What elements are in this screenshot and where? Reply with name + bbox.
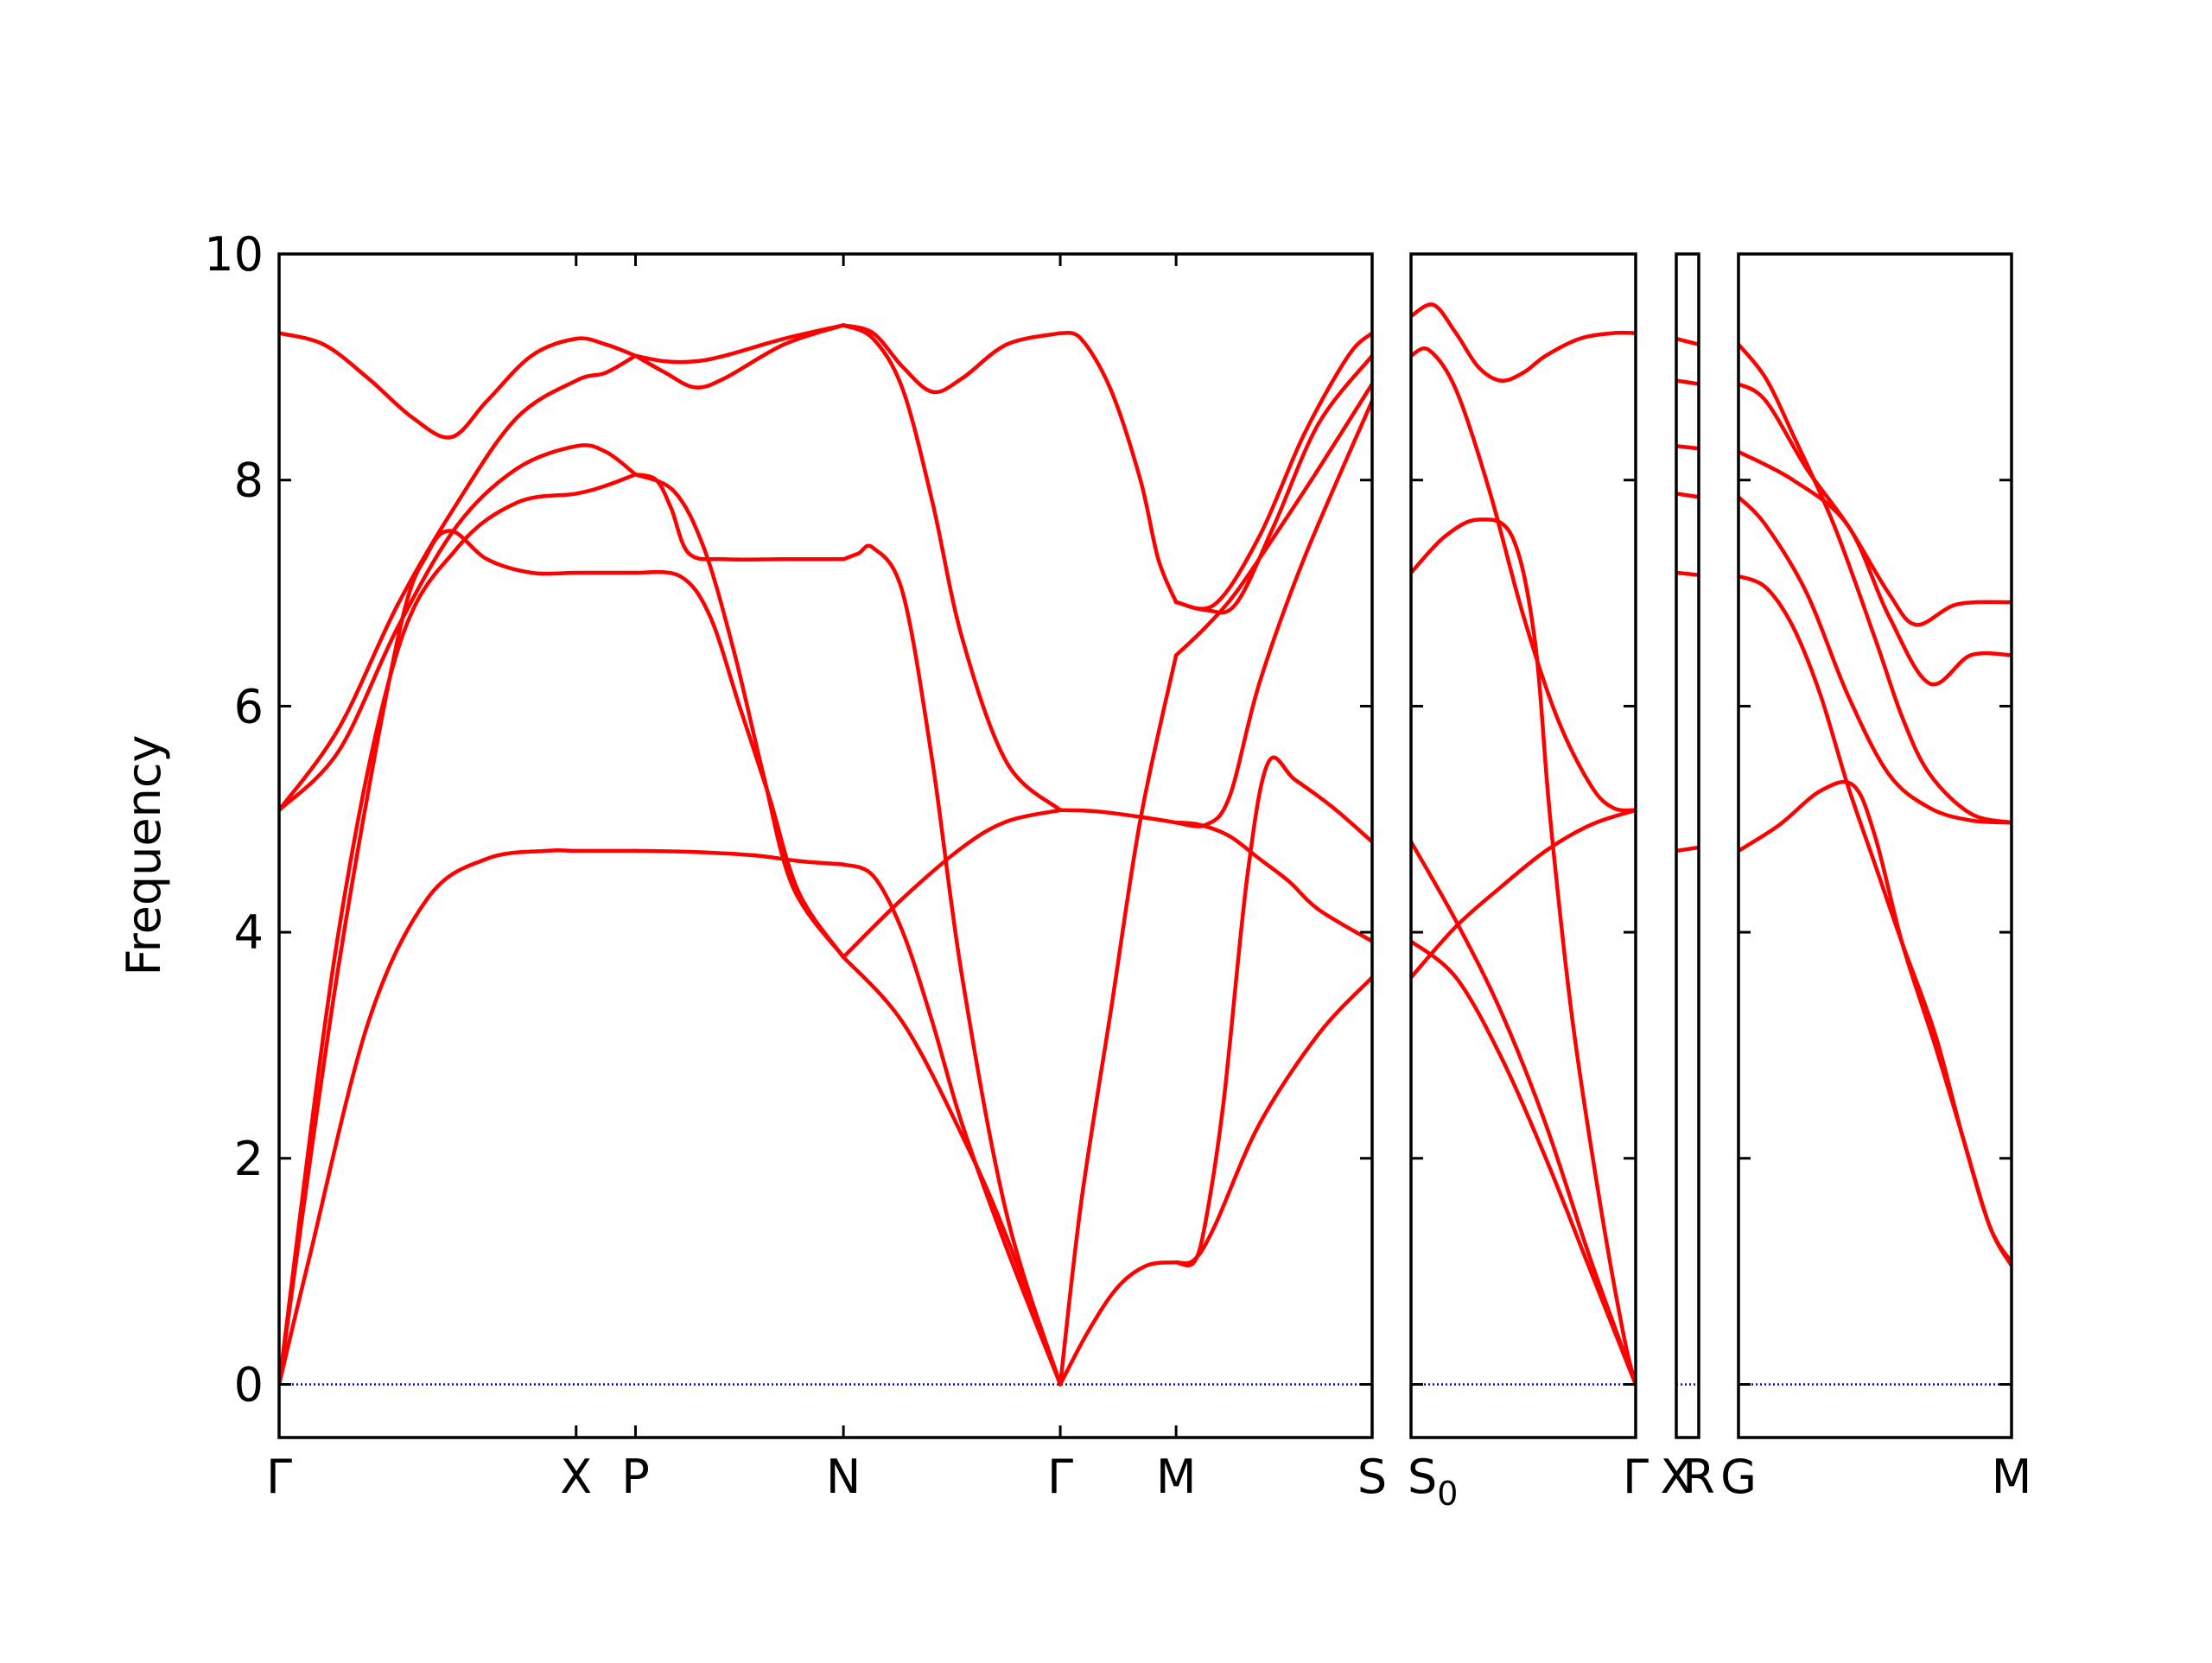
band-line	[1411, 302, 1636, 383]
band-line	[1738, 779, 2012, 1268]
band-line	[1676, 444, 1699, 451]
band-line	[1738, 449, 2012, 687]
x-tick-label: X	[1661, 1450, 1693, 1504]
y-tick-label: 10	[204, 227, 264, 282]
band-line	[1676, 845, 1699, 854]
x-tick-label: M	[1992, 1450, 2032, 1504]
band-line	[1411, 939, 1636, 1387]
x-tick-label-text: X	[1661, 1450, 1693, 1504]
band-line	[279, 443, 638, 813]
band-line	[279, 353, 638, 813]
x-tick-label: S	[1357, 1450, 1387, 1504]
band-line	[1058, 653, 1179, 1387]
x-tick-label-text: P	[621, 1450, 650, 1504]
x-tick-label-text: Γ	[1047, 1450, 1073, 1504]
band-line	[1738, 342, 2012, 825]
axes-frame	[1675, 252, 1700, 1439]
band-line	[1676, 570, 1699, 577]
band-group	[1738, 342, 2012, 1268]
x-tick-label-text: M	[1992, 1450, 2032, 1504]
band-line	[1173, 331, 1372, 611]
x-tick-label-subscript: 0	[1437, 1475, 1458, 1513]
band-line	[1411, 840, 1636, 1387]
x-tick-label-text: N	[826, 1450, 861, 1504]
band-line	[1173, 975, 1372, 1266]
panel-1: 0 2 4 6 8 10 Γ X P N Γ M S	[204, 227, 1387, 1504]
band-line	[279, 529, 638, 1387]
band-line	[1173, 820, 1372, 943]
band-group	[1676, 336, 1699, 854]
band-line	[279, 472, 638, 1387]
x-tick-label: G	[1720, 1450, 1757, 1504]
x-tick-label-text: S	[1357, 1450, 1387, 1504]
band-line	[1411, 346, 1636, 813]
band-group	[1411, 302, 1636, 1387]
panel-2: S0 Γ	[1408, 252, 1649, 1513]
band-line	[1173, 353, 1372, 615]
band-line	[633, 569, 846, 960]
x-tick-label-text: Γ	[266, 1450, 292, 1504]
y-tick-label: 6	[234, 679, 264, 733]
band-line	[1058, 808, 1179, 825]
y-axis-label: Frequency	[117, 735, 171, 976]
axes-frame	[277, 252, 1374, 1439]
x-tick-label-text: G	[1720, 1450, 1757, 1504]
band-line	[1676, 492, 1699, 499]
band-group	[279, 323, 1372, 1387]
x-tick-label: P	[621, 1450, 650, 1504]
x-tick-label-text: M	[1156, 1450, 1197, 1504]
y-tick-label: 0	[234, 1358, 264, 1412]
band-line	[841, 543, 1063, 1387]
x-tick-label: Γ	[1623, 1450, 1649, 1504]
band-line	[633, 472, 846, 960]
x-tick-label: X	[560, 1450, 592, 1504]
band-line	[841, 323, 1063, 395]
band-line	[841, 955, 1063, 1387]
panel-3: XR	[1661, 252, 1715, 1504]
band-line	[1173, 382, 1372, 657]
x-tick-label: R	[1682, 1450, 1715, 1504]
band-line	[1738, 495, 2012, 825]
x-tick-label: S0	[1408, 1450, 1458, 1513]
band-line	[1676, 378, 1699, 386]
band-line	[1058, 330, 1179, 605]
band-line	[633, 848, 846, 866]
band-line	[279, 847, 638, 1387]
x-tick-label: M	[1156, 1450, 1197, 1504]
band-line	[1676, 336, 1699, 346]
band-line	[841, 323, 1063, 813]
x-tick-label: Γ	[1047, 1450, 1073, 1504]
x-tick-label-text: X	[560, 1450, 592, 1504]
band-line	[633, 323, 846, 365]
band-line	[1411, 808, 1636, 980]
band-line	[1173, 398, 1372, 828]
y-tick-label: 8	[234, 454, 264, 508]
x-tick-label-text: S	[1408, 1450, 1437, 1504]
band-line	[841, 808, 1063, 960]
band-line	[1173, 755, 1372, 1268]
band-line	[1411, 517, 1636, 1387]
band-line	[841, 862, 1063, 1387]
axes-frame	[1737, 252, 2013, 1439]
x-tick-label-text: R	[1682, 1450, 1715, 1504]
band-line	[633, 323, 846, 390]
band-line	[1058, 1260, 1179, 1387]
x-tick-label: N	[826, 1450, 861, 1504]
y-tick-label: 4	[234, 905, 264, 960]
axes-frame	[1409, 252, 1637, 1439]
y-tick-label: 2	[234, 1132, 264, 1186]
x-tick-label-text: Γ	[1623, 1450, 1649, 1504]
band-line	[279, 331, 638, 440]
x-tick-label: Γ	[266, 1450, 292, 1504]
